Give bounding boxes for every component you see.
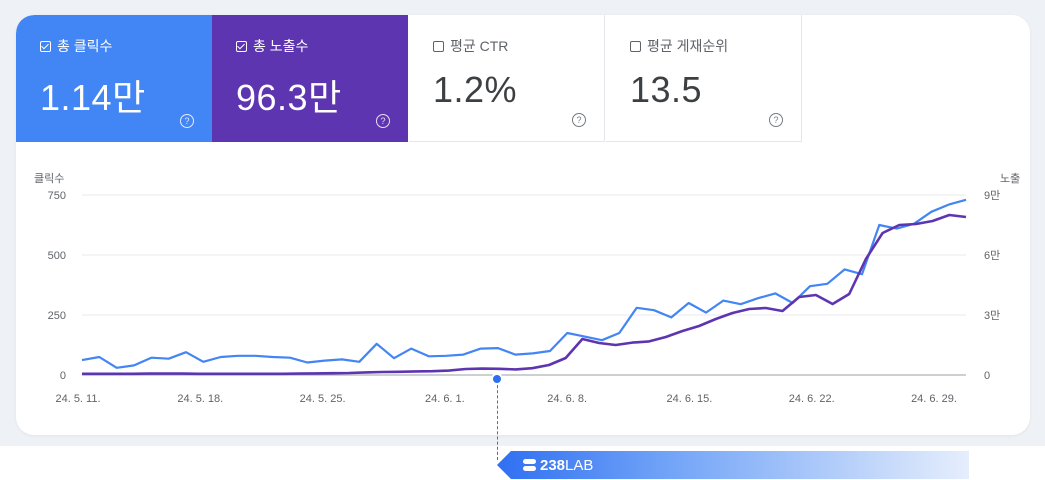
checkbox-checked-icon[interactable] [236,40,247,52]
metric-card-header: 평균 CTR [433,37,604,55]
brand-name-bold: 238 [540,456,566,474]
performance-line-chart[interactable]: 750 9만 500 6만 250 3만 0 0 24. 5. 11. 24. 5. 18. 24.… [16,165,1030,415]
marker-dashed-line [497,380,498,460]
metric-value: 1.14만 [40,77,146,118]
y-tick-left: 0 [60,370,66,382]
y-tick-left: 750 [48,190,66,202]
brand-tag: 238LAB [497,451,969,479]
y-tick-right: 3만 [984,309,1000,322]
marker-dot [491,373,503,385]
metric-label: 평균 CTR [450,38,509,54]
metric-label: 총 노출수 [253,38,309,54]
y-tick-right: 9만 [984,189,1000,202]
x-tick-label: 24. 6. 29. [911,393,957,405]
metric-card-total-clicks[interactable]: 총 클릭수 1.14만 ? [16,15,212,142]
y-axis-label-left: 클릭수 [34,173,65,185]
metric-card-average-position[interactable]: 평균 게재순위 13.5 ? [606,15,802,142]
x-tick-label: 24. 5. 25. [300,393,346,405]
metric-label: 총 클릭수 [57,38,113,54]
metric-label: 평균 게재순위 [647,38,729,54]
series-line-impressions [82,213,967,376]
y-axis-label-right: 노출 [1000,173,1021,185]
x-tick-label: 24. 6. 15. [666,393,712,405]
x-tick-label: 24. 6. 8. [547,393,587,405]
y-tick-right: 0 [984,370,990,382]
series-line-clicks [81,198,967,369]
checkbox-unchecked-icon[interactable] [433,40,444,52]
help-icon[interactable]: ? [572,113,586,127]
metric-card-header: 총 노출수 [236,37,408,55]
brand-text: 238LAB [540,457,593,474]
x-tick-label: 24. 5. 18. [177,393,223,405]
metric-cards: 총 클릭수 1.14만 ? 총 노출수 96.3만 ? 평균 CTR 1.2% … [16,15,806,142]
brand-name-rest: LAB [565,456,594,474]
performance-panel: 총 클릭수 1.14만 ? 총 노출수 96.3만 ? 평균 CTR 1.2% … [16,15,1030,435]
checkbox-checked-icon[interactable] [40,40,51,52]
y-tick-left: 250 [48,310,66,322]
metric-value: 96.3만 [236,77,342,118]
metric-card-total-impressions[interactable]: 총 노출수 96.3만 ? [212,15,408,142]
metric-value: 1.2% [433,69,518,110]
checkbox-unchecked-icon[interactable] [630,40,641,52]
y-tick-right: 6만 [984,249,1000,262]
metric-card-header: 평균 게재순위 [630,37,801,55]
help-icon[interactable]: ? [769,113,783,127]
help-icon[interactable]: ? [180,114,194,128]
x-tick-label: 24. 5. 11. [55,393,100,405]
y-tick-left: 500 [48,250,66,262]
help-icon[interactable]: ? [376,114,390,128]
x-tick-label: 24. 6. 1. [425,393,465,405]
brand-logo-icon [523,458,536,472]
metric-value: 13.5 [630,69,703,110]
x-tick-label: 24. 6. 22. [789,393,835,405]
metric-card-header: 총 클릭수 [40,37,212,55]
metric-card-average-ctr[interactable]: 평균 CTR 1.2% ? [409,15,605,142]
